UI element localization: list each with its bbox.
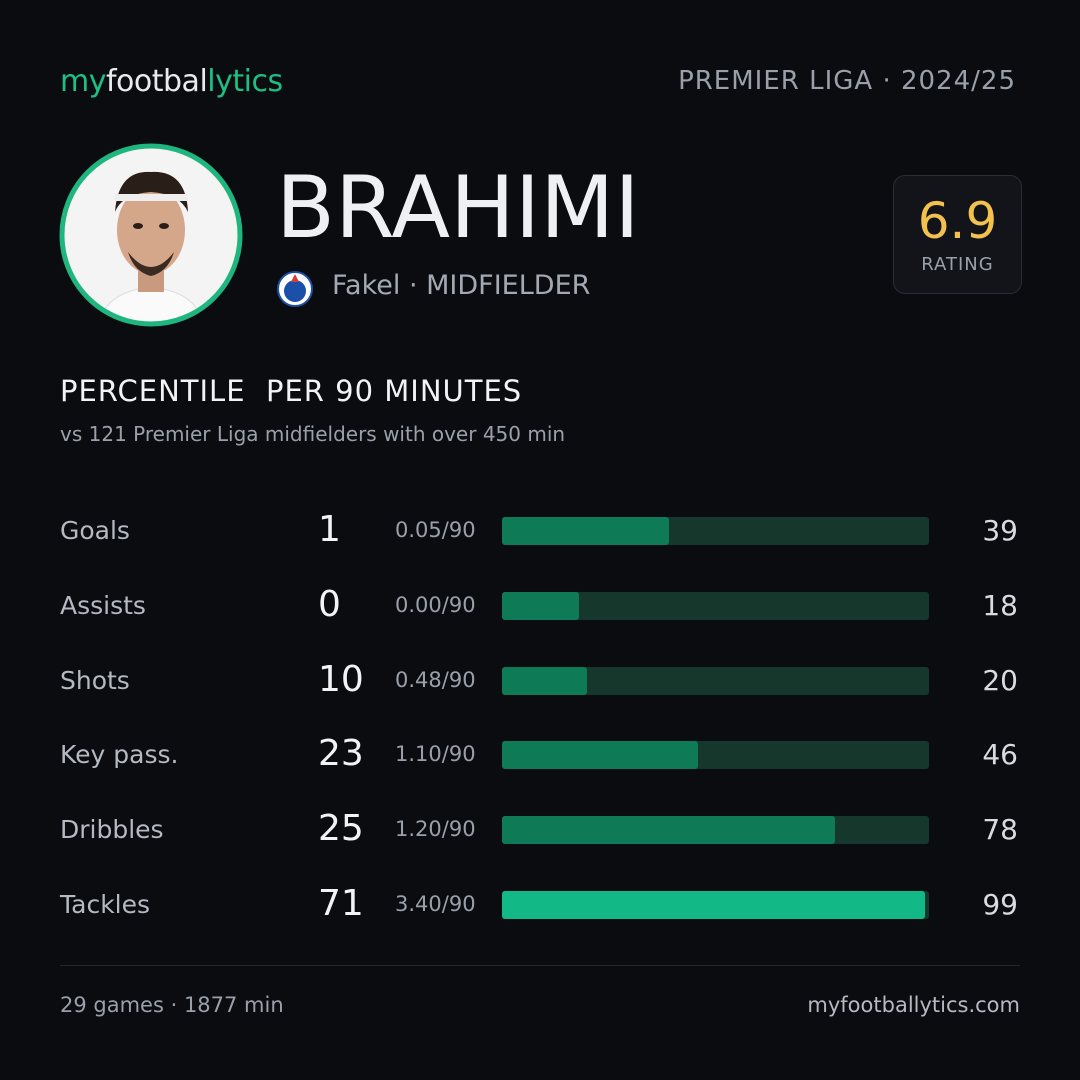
stat-percentile: 78 [982, 813, 1018, 847]
stat-percentile: 46 [982, 738, 1018, 772]
stat-label: Assists [60, 590, 146, 620]
club-badge [277, 271, 313, 307]
bar [502, 891, 925, 919]
avatar [59, 143, 243, 327]
stat-per90: 1.20/90 [395, 817, 476, 842]
stat-percentile: 99 [982, 888, 1018, 921]
logo-part: my [60, 64, 106, 99]
logo-part: lytics [207, 64, 283, 99]
stat-total: 10 [318, 658, 364, 700]
stat-label: Shots [60, 665, 130, 695]
player-name: BRAHIMI [276, 158, 640, 258]
bar-track [502, 891, 929, 919]
stat-total: 23 [318, 733, 364, 775]
footer-site: myfootballytics.com [807, 993, 1020, 1017]
bar-track [502, 741, 929, 770]
section-subtitle: vs 121 Premier Liga midfielders with ove… [60, 422, 566, 446]
stat-total: 0 [318, 583, 341, 625]
stat-total: 71 [318, 883, 364, 924]
bar [502, 816, 836, 845]
rating-value: 6.9 [917, 192, 998, 250]
rating-label: RATING [921, 254, 994, 275]
stat-per90: 1.10/90 [395, 742, 476, 767]
stat-per90: 3.40/90 [395, 892, 476, 916]
stat-label: Key pass. [60, 740, 179, 770]
section-title: PERCENTILE PER 90 MINUTES [60, 374, 523, 408]
stat-per90: 0.05/90 [395, 518, 476, 542]
bar [502, 741, 699, 770]
league: PREMIER LIGA · 2024/25 [678, 66, 1016, 96]
stat-per90: 0.48/90 [395, 667, 476, 692]
stat-label: Tackles [60, 890, 151, 919]
stat-percentile: 18 [982, 588, 1018, 622]
logo: myfootballytics [60, 64, 283, 99]
bar-track [502, 666, 929, 695]
bar [502, 666, 588, 695]
stat-percentile: 20 [982, 663, 1018, 697]
stat-per90: 0.00/90 [395, 592, 476, 617]
club-position: Fakel · MIDFIELDER [332, 270, 591, 301]
bar-track [502, 816, 929, 845]
stat-total: 1 [318, 509, 341, 550]
logo-part: footbal [105, 64, 208, 99]
stat-total: 25 [318, 808, 364, 850]
bar-track [502, 591, 929, 620]
stat-label: Goals [60, 516, 130, 545]
bar-track [502, 517, 929, 545]
bar [502, 517, 669, 545]
rating-box: 6.9 RATING [893, 175, 1022, 294]
bar [502, 591, 579, 620]
stat-label: Dribbles [60, 815, 164, 845]
stat-percentile: 39 [982, 514, 1018, 547]
footer-stats: 29 games · 1877 min [60, 993, 284, 1017]
divider [60, 965, 1020, 966]
